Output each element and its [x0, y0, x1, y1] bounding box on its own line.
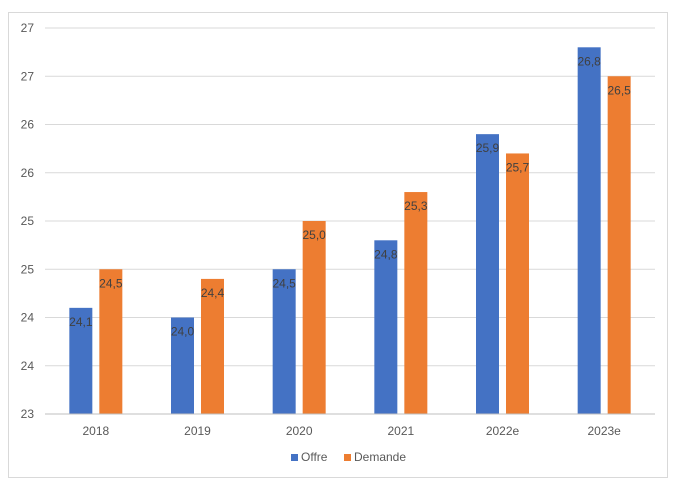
bar-offre	[69, 307, 93, 414]
bar-demande	[607, 76, 631, 414]
legend-label-demande: Demande	[354, 450, 406, 464]
y-tick-label: 23	[21, 407, 35, 421]
data-label: 24,5	[99, 276, 123, 290]
y-tick-label: 27	[21, 21, 35, 35]
bar-offre	[476, 134, 499, 414]
y-tick-label: 26	[21, 118, 35, 132]
y-axis-ticks: 23 24 24 25 25 26 26 27 27	[21, 21, 35, 421]
bar-demande	[99, 269, 123, 414]
data-label: 25,7	[506, 160, 530, 174]
legend-swatch-demande	[344, 454, 351, 461]
y-tick-label: 25	[21, 262, 35, 276]
bar-demande	[506, 153, 529, 414]
y-tick-label: 24	[21, 311, 35, 325]
data-label: 24,1	[69, 315, 93, 329]
x-axis-ticks: 2018 2019 2020 2021 2022e 2023e	[82, 424, 621, 438]
data-labels: 24,1 24,5 24,0 24,4 24,5 25,0 24,8 25,3 25,9 25,7…	[69, 54, 631, 338]
data-label: 24,0	[171, 325, 195, 339]
bar-offre	[272, 269, 296, 414]
bar-demande	[302, 221, 326, 414]
y-tick-label: 27	[21, 69, 35, 83]
bar-demande	[404, 192, 428, 414]
y-tick-label: 24	[21, 359, 35, 373]
gridlines	[45, 27, 655, 367]
bar-offre	[577, 47, 601, 415]
y-tick-label: 26	[21, 166, 35, 180]
legend-swatch-offre	[291, 454, 298, 461]
x-tick-label: 2019	[184, 424, 211, 438]
x-tick-label: 2020	[286, 424, 313, 438]
data-label: 24,5	[272, 276, 296, 290]
x-tick-label: 2021	[387, 424, 414, 438]
x-tick-label: 2023e	[587, 424, 621, 438]
legend: Offre Demande	[291, 450, 406, 464]
data-label: 24,8	[374, 247, 398, 261]
data-label: 24,4	[201, 286, 225, 300]
y-tick-label: 25	[21, 214, 35, 228]
data-label: 25,0	[302, 228, 326, 242]
legend-label-offre: Offre	[301, 450, 328, 464]
data-label: 26,8	[577, 54, 601, 68]
data-label: 25,3	[404, 199, 428, 213]
x-tick-label: 2022e	[486, 424, 520, 438]
bar-offre	[374, 240, 398, 414]
x-tick-label: 2018	[82, 424, 109, 438]
bars	[69, 47, 631, 415]
data-label: 25,9	[476, 141, 500, 155]
bar-offre	[171, 317, 194, 414]
data-label: 26,5	[607, 83, 631, 97]
bar-demande	[201, 278, 224, 414]
